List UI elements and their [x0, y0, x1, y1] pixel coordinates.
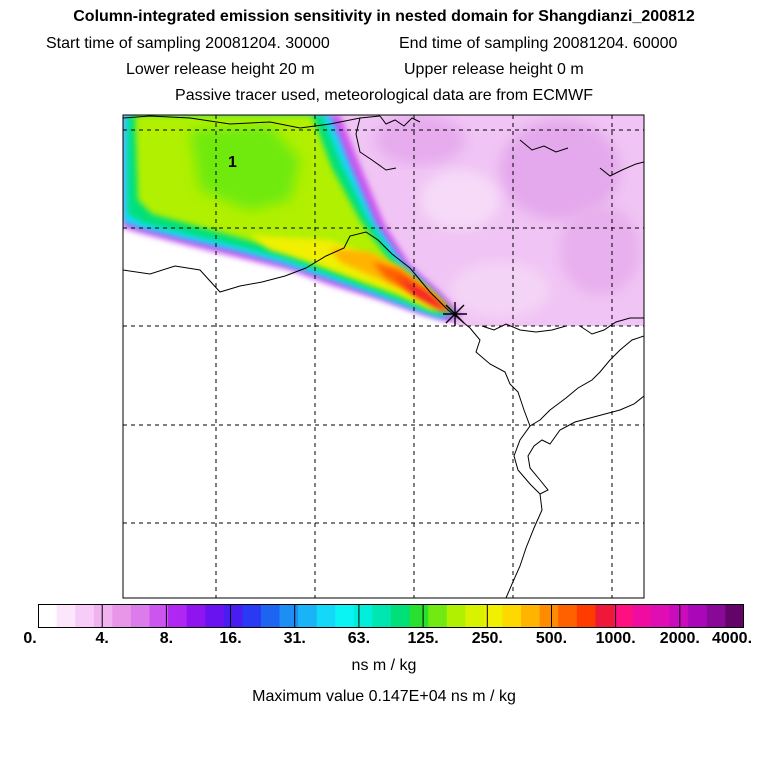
colorbar-tick-label: 4. [95, 630, 109, 647]
colorbar-cell [186, 604, 206, 628]
maximum-value: Maximum value 0.147E+04 ns m / kg [252, 688, 516, 705]
colorbar-cell [669, 604, 689, 628]
colorbar-tick-label: 31. [283, 630, 306, 647]
colorbar-cell [298, 604, 318, 628]
colorbar-cell [428, 604, 448, 628]
colorbar-cell [409, 604, 429, 628]
colorbar-tick-label: 125. [407, 630, 439, 647]
upper-height-label: Upper release height 0 m [404, 61, 584, 78]
colorbar-tick-label: 4000. [711, 630, 753, 647]
colorbar-cell [613, 604, 634, 628]
colorbar-tick-label: 500. [535, 630, 568, 647]
colorbar-cell [576, 604, 596, 628]
colorbar-cell [75, 604, 95, 628]
colorbar-cell [205, 604, 225, 628]
colorbar-cell [706, 604, 727, 628]
colorbar-cell [56, 604, 76, 628]
colorbar-cell [149, 604, 169, 628]
colorbar-cell [93, 604, 113, 628]
colorbar-cell [595, 604, 615, 628]
colorbar-cell [483, 604, 504, 628]
contour-label: 1 [228, 154, 237, 171]
colorbar-cell [168, 604, 188, 628]
release-site-star-icon [443, 302, 467, 326]
colorbar-tick-label: 0. [23, 630, 37, 647]
colorbar-cell [335, 604, 355, 628]
colorbar-tick-label: 8. [159, 630, 174, 647]
plot-title: Column-integrated emission sensitivity i… [73, 8, 695, 25]
colorbar-cell [279, 604, 299, 628]
lat-lon-grid [123, 115, 644, 598]
colorbar-tick-label: 250. [471, 630, 503, 647]
lower-height-label: Lower release height 20 m [126, 61, 315, 78]
colorbar-cell [130, 604, 151, 628]
colorbar-cell [223, 604, 243, 628]
colorbar-cell [242, 604, 262, 628]
coastline [123, 115, 644, 598]
colorbar-cell [651, 604, 671, 628]
colorbar [38, 604, 744, 628]
end-time-label: End time of sampling 20081204. 60000 [399, 35, 678, 52]
colorbar-cell [539, 604, 559, 628]
colorbar-cell [502, 604, 522, 628]
colorbar-tick-label: 1000. [595, 630, 636, 647]
colorbar-tick-label: 16. [219, 630, 242, 647]
map-frame [122, 114, 645, 599]
colorbar-cell [725, 604, 744, 628]
sensitivity-plume: 1 [123, 115, 462, 322]
colorbar-cell [372, 604, 392, 628]
colorbar-cell [465, 604, 485, 628]
colorbar-cell [353, 604, 374, 628]
colorbar-cell [391, 604, 411, 628]
colorbar-tick-label: 2000. [659, 630, 700, 647]
colorbar-cell [632, 604, 652, 628]
colorbar-cell [521, 604, 541, 628]
start-time-label: Start time of sampling 20081204. 30000 [46, 35, 330, 52]
colorbar-tick-label: 63. [347, 630, 371, 647]
colorbar-cell [688, 604, 708, 628]
colorbar-units: ns m / kg [351, 657, 417, 674]
colorbar-cell [260, 604, 281, 628]
colorbar-cell [38, 604, 58, 628]
colorbar-ticks: 0. 4. 8. 16. 31. 63. 125. 250. 500. 1000. 2000. 400… [0, 630, 768, 650]
colorbar-cell [316, 604, 336, 628]
colorbar-cell [558, 604, 578, 628]
tracer-note: Passive tracer used, meteorological data… [175, 87, 593, 104]
colorbar-cell [446, 604, 466, 628]
colorbar-cell [112, 604, 132, 628]
